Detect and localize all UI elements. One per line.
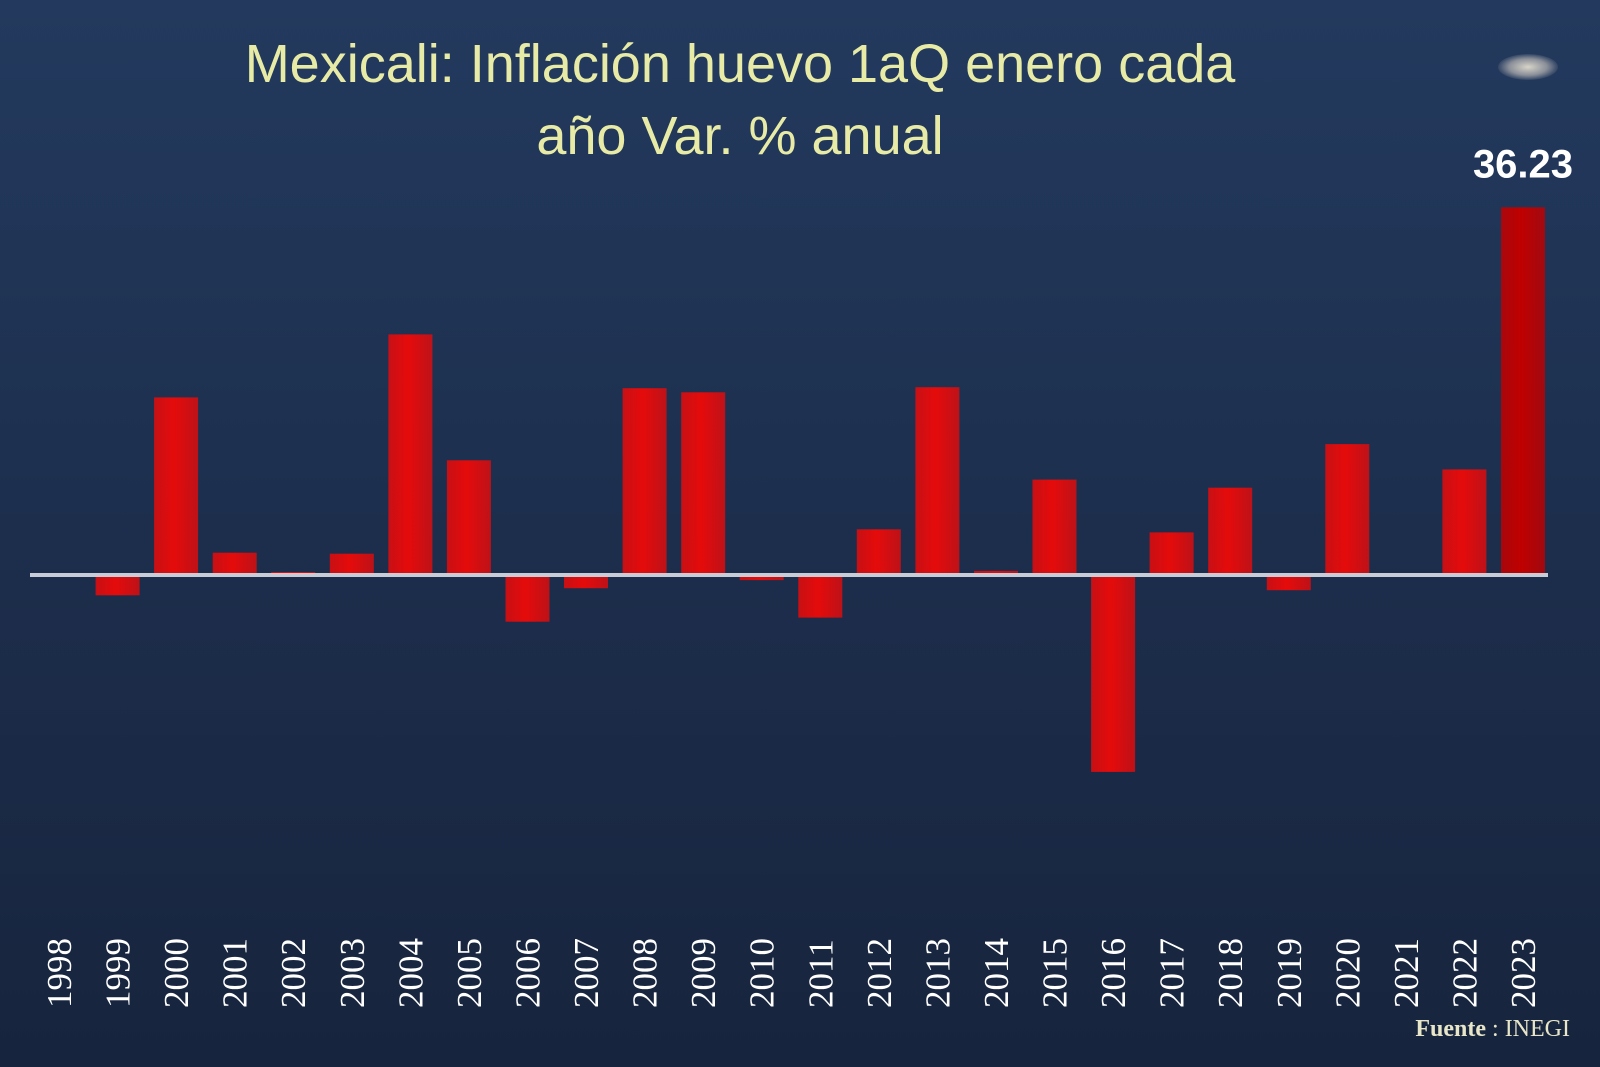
bar-2017 bbox=[1149, 532, 1194, 575]
bar-2022 bbox=[1442, 469, 1487, 575]
bar-2006 bbox=[505, 575, 550, 622]
tick-label-2011: 2011 bbox=[801, 939, 840, 1008]
bar-2011 bbox=[798, 575, 843, 618]
tick-label-2008: 2008 bbox=[626, 938, 665, 1008]
labels-layer: 1998 1999 2000 2001 2002 2003 2004 2005 2006 2007… bbox=[40, 142, 1573, 1008]
tick-label-2023: 2023 bbox=[1504, 938, 1543, 1008]
tick-label-2017: 2017 bbox=[1153, 938, 1192, 1008]
tick-label-2007: 2007 bbox=[567, 938, 606, 1008]
tick-label-2001: 2001 bbox=[216, 938, 255, 1008]
source-separator: : bbox=[1486, 1016, 1505, 1042]
tick-label-2009: 2009 bbox=[684, 938, 723, 1008]
tick-label-2018: 2018 bbox=[1211, 938, 1250, 1008]
data-label-2023: 36.23 bbox=[1473, 142, 1573, 186]
bar-2000 bbox=[154, 397, 199, 575]
tick-label-2015: 2015 bbox=[1036, 938, 1075, 1008]
tick-label-2003: 2003 bbox=[333, 938, 372, 1008]
tick-label-1999: 1999 bbox=[99, 938, 138, 1008]
tick-label-2000: 2000 bbox=[157, 938, 196, 1008]
bars-layer bbox=[37, 207, 1545, 772]
source-value: INEGI bbox=[1504, 1016, 1570, 1042]
bar-2010 bbox=[739, 575, 784, 581]
tick-label-2019: 2019 bbox=[1270, 938, 1309, 1008]
chart-title: Mexicali: Inflación huevo 1aQ enero cada… bbox=[150, 28, 1330, 172]
tick-label-2002: 2002 bbox=[274, 938, 313, 1008]
tick-label-2005: 2005 bbox=[450, 938, 489, 1008]
bar-2007 bbox=[564, 575, 608, 589]
bar-2018 bbox=[1208, 487, 1253, 575]
chart-title-line-2: año Var. % anual bbox=[536, 106, 944, 166]
tick-label-2012: 2012 bbox=[860, 938, 899, 1008]
tick-label-2014: 2014 bbox=[977, 938, 1016, 1008]
bar-2019 bbox=[1266, 575, 1311, 591]
tick-label-2020: 2020 bbox=[1328, 938, 1367, 1008]
tick-label-2016: 2016 bbox=[1094, 938, 1133, 1008]
tick-label-2004: 2004 bbox=[391, 938, 430, 1008]
tick-label-2022: 2022 bbox=[1445, 938, 1484, 1008]
bar-2015 bbox=[1032, 479, 1077, 575]
bar-2012 bbox=[856, 529, 901, 575]
tick-label-2013: 2013 bbox=[918, 938, 957, 1008]
bar-2020 bbox=[1325, 444, 1370, 575]
source-note: Fuente : INEGI bbox=[1415, 1016, 1570, 1043]
bar-2023 bbox=[1501, 207, 1545, 576]
bar-2013 bbox=[915, 387, 960, 575]
bar-1999 bbox=[95, 575, 140, 596]
chart-title-line-1: Mexicali: Inflación huevo 1aQ enero cada bbox=[244, 34, 1236, 94]
bar-2016 bbox=[1091, 575, 1136, 772]
bar-2014 bbox=[974, 570, 1018, 575]
tick-label-2006: 2006 bbox=[509, 938, 548, 1008]
bar-2005 bbox=[446, 460, 491, 575]
bar-2008 bbox=[622, 388, 667, 575]
bar-2009 bbox=[681, 392, 726, 575]
bar-2004 bbox=[388, 334, 433, 575]
decorative-blob bbox=[1498, 54, 1558, 80]
tick-label-2021: 2021 bbox=[1387, 938, 1426, 1008]
source-label: Fuente bbox=[1415, 1016, 1487, 1042]
tick-label-1998: 1998 bbox=[40, 938, 79, 1008]
tick-label-2010: 2010 bbox=[743, 938, 782, 1008]
bar-2001 bbox=[212, 552, 257, 575]
bar-2003 bbox=[329, 553, 374, 575]
